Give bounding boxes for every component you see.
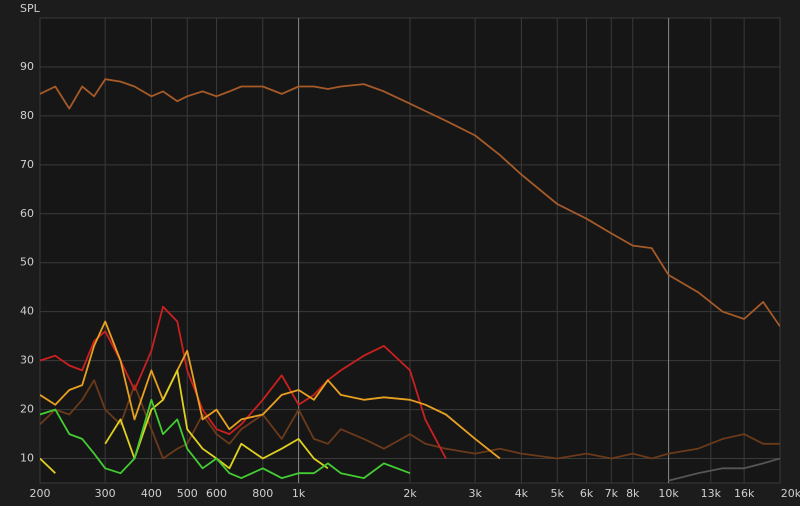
x-tick-label: 600: [206, 487, 227, 500]
y-tick-label: 30: [20, 354, 34, 367]
x-tick-label: 7k: [605, 487, 619, 500]
x-tick-label: 200: [30, 487, 51, 500]
x-tick-label: 13k: [701, 487, 722, 500]
y-tick-label: 10: [20, 452, 34, 465]
y-tick-label: 90: [20, 60, 34, 73]
series-line: [40, 320, 501, 460]
y-tick-label: 40: [20, 305, 34, 318]
series-line: [668, 457, 780, 482]
y-tick-label: 60: [20, 207, 34, 220]
x-tick-label: 8k: [626, 487, 640, 500]
y-tick-label: 80: [20, 109, 34, 122]
y-tick-label: 50: [20, 256, 34, 269]
series-line: [40, 78, 780, 327]
x-tick-label: 500: [177, 487, 198, 500]
x-tick-label: 20kHz: [781, 487, 800, 500]
x-tick-label: 800: [252, 487, 273, 500]
x-tick-label: 16k: [734, 487, 755, 500]
x-tick-label: 400: [141, 487, 162, 500]
x-tick-label: 6k: [580, 487, 594, 500]
lines: [40, 78, 780, 482]
x-tick-label: 3k: [468, 487, 482, 500]
x-tick-label: 300: [95, 487, 116, 500]
x-tick-label: 4k: [515, 487, 529, 500]
x-tick-label: 1k: [292, 487, 306, 500]
y-axis-label: SPL: [20, 2, 41, 15]
y-tick-label: 70: [20, 158, 34, 171]
series-line: [40, 398, 411, 479]
y-tick-label: 20: [20, 403, 34, 416]
x-tick-label: 10k: [658, 487, 679, 500]
series-line: [40, 369, 329, 474]
x-tick-label: 2k: [403, 487, 417, 500]
x-tick-label: 5k: [551, 487, 565, 500]
